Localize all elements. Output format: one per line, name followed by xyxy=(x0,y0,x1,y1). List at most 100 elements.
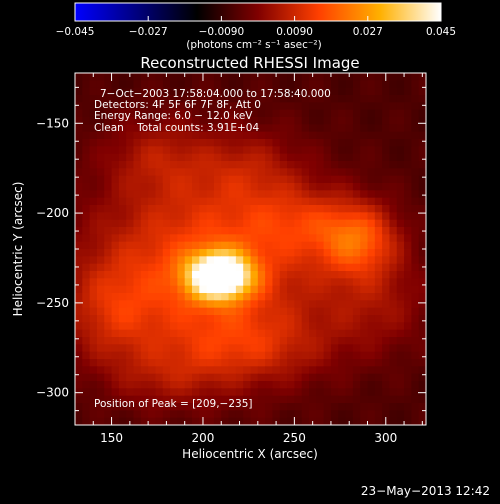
heatmap-cell xyxy=(374,403,383,411)
heatmap-cell xyxy=(228,131,237,140)
heatmap-cell xyxy=(221,256,230,265)
heatmap-cell xyxy=(265,285,274,294)
heatmap-cell xyxy=(243,80,252,89)
heatmap-cell xyxy=(213,307,222,316)
heatmap-cell xyxy=(309,256,317,265)
heatmap-cell xyxy=(396,109,405,118)
heatmap-cell xyxy=(104,373,113,382)
heatmap-cell xyxy=(309,410,317,419)
heatmap-cell xyxy=(404,80,412,89)
heatmap-cell xyxy=(89,359,98,367)
heatmap-cell xyxy=(411,373,420,382)
heatmap-cell xyxy=(170,234,178,243)
heatmap-cell xyxy=(338,359,347,367)
heatmap-cell xyxy=(162,212,171,221)
heatmap-cell xyxy=(155,139,164,147)
heatmap-cell xyxy=(418,124,426,133)
heatmap-cell xyxy=(243,124,252,133)
heatmap-cell xyxy=(192,373,200,382)
heatmap-cell xyxy=(118,285,127,294)
heatmap-cell xyxy=(213,73,222,81)
heatmap-cell xyxy=(316,205,325,213)
heatmap-cell xyxy=(374,139,383,147)
heatmap-cell xyxy=(89,241,98,250)
heatmap-cell xyxy=(345,227,354,235)
heatmap-cell xyxy=(228,139,237,147)
heatmap-cell xyxy=(389,351,398,360)
heatmap-cell xyxy=(374,117,383,125)
heatmap-cell xyxy=(374,146,383,155)
heatmap-cell xyxy=(82,87,91,96)
heatmap-cell xyxy=(396,263,405,272)
heatmap-cell xyxy=(352,80,361,89)
heatmap-cell xyxy=(287,102,295,111)
heatmap-cell xyxy=(411,117,420,125)
heatmap-cell xyxy=(104,249,113,257)
heatmap-cell xyxy=(345,278,354,287)
heatmap-cell xyxy=(82,183,91,191)
heatmap-cell xyxy=(287,153,295,162)
heatmap-cell xyxy=(133,227,142,235)
heatmap-cell xyxy=(360,249,369,257)
heatmap-cell xyxy=(411,366,420,375)
heatmap-cell xyxy=(243,366,252,375)
heatmap-cell xyxy=(140,161,149,169)
heatmap-cell xyxy=(162,359,171,367)
heatmap-cell xyxy=(184,285,193,294)
heatmap-cell xyxy=(382,241,391,250)
heatmap-cell xyxy=(177,109,186,118)
heatmap-cell xyxy=(235,410,244,419)
heatmap-cell xyxy=(272,234,281,243)
heatmap-cell xyxy=(199,227,208,235)
heatmap-cell xyxy=(111,183,120,191)
heatmap-cell xyxy=(338,73,347,81)
heatmap-cell xyxy=(199,219,208,228)
heatmap-cell xyxy=(287,359,295,367)
annotation-energy-range: Energy Range: 6.0 − 12.0 keV xyxy=(94,110,253,122)
heatmap-cell xyxy=(89,403,98,411)
heatmap-cell xyxy=(82,351,91,360)
heatmap-cell xyxy=(301,271,310,279)
heatmap-cell xyxy=(287,117,295,125)
heatmap-cell xyxy=(206,153,215,162)
heatmap-cell xyxy=(133,73,142,81)
heatmap-cell xyxy=(133,337,142,345)
heatmap-cell xyxy=(96,227,105,235)
heatmap-cell xyxy=(206,285,215,294)
heatmap-cell xyxy=(309,102,317,111)
heatmap-cell xyxy=(213,168,222,177)
heatmap-cell xyxy=(82,219,91,228)
heatmap-cell xyxy=(155,80,164,89)
heatmap-cell xyxy=(162,344,171,353)
heatmap-cell xyxy=(301,153,310,162)
heatmap-cell xyxy=(404,175,412,184)
heatmap-cell xyxy=(382,80,391,89)
heatmap-cell xyxy=(418,219,426,228)
heatmap-cell xyxy=(206,373,215,382)
heatmap-cell xyxy=(411,403,420,411)
heatmap-cell xyxy=(294,293,303,301)
heatmap-cell xyxy=(404,388,412,397)
heatmap-cell xyxy=(389,359,398,367)
annotation-peak-position: Position of Peak = [209,−235] xyxy=(94,398,253,410)
heatmap-cell xyxy=(111,161,120,169)
heatmap-cell xyxy=(82,263,91,272)
heatmap-cell xyxy=(360,139,369,147)
heatmap-cell xyxy=(184,190,193,199)
heatmap-cell xyxy=(221,139,230,147)
heatmap-cell xyxy=(323,153,332,162)
heatmap-cell xyxy=(352,381,361,389)
heatmap-cell xyxy=(228,329,237,338)
heatmap-cell xyxy=(184,256,193,265)
heatmap-cell xyxy=(104,183,113,191)
heatmap-cell xyxy=(206,109,215,118)
heatmap-cell xyxy=(382,205,391,213)
heatmap-cell xyxy=(294,153,303,162)
heatmap-cell xyxy=(221,293,230,301)
heatmap-cell xyxy=(111,285,120,294)
heatmap-cell xyxy=(199,197,208,206)
heatmap-cell xyxy=(418,175,426,184)
heatmap-cell xyxy=(367,307,376,316)
heatmap-cell xyxy=(75,168,83,177)
heatmap-cell xyxy=(352,102,361,111)
